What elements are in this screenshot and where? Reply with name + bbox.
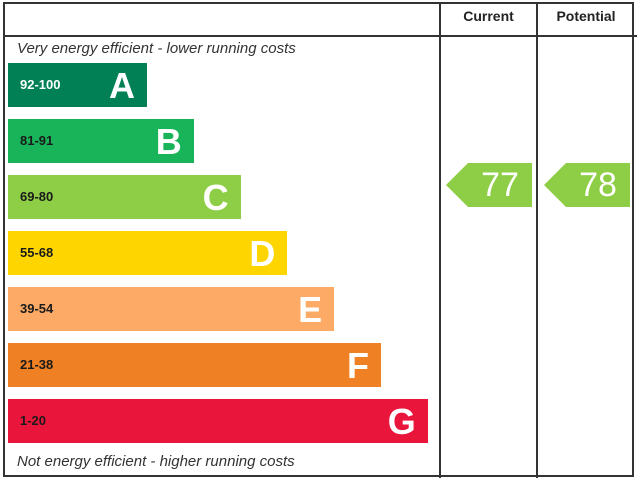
band-bar-e: 39-54 E: [8, 287, 335, 331]
bottom-note: Not energy efficient - higher running co…: [17, 453, 295, 470]
band-range-label: 81-91: [20, 133, 54, 148]
current-header: Current: [463, 8, 514, 24]
band-range-label: 21-38: [20, 357, 54, 372]
potential-header: Potential: [556, 8, 616, 24]
column-divider: [439, 2, 441, 478]
band-letter: D: [249, 233, 276, 274]
arrow-shape: [446, 163, 532, 207]
potential-rating-value: 78: [579, 166, 617, 204]
band-bar-g: 1-20 G: [8, 399, 428, 443]
band-letter: A: [109, 65, 135, 106]
band-range-label: 55-68: [20, 245, 54, 260]
band-letter: G: [387, 401, 416, 442]
header-divider: [3, 35, 637, 37]
current-rating-arrow: 77: [446, 163, 532, 207]
column-divider: [536, 2, 538, 478]
potential-rating-arrow: 78: [544, 163, 630, 207]
band-letter: C: [202, 177, 229, 218]
band-bar-d: 55-68 D: [8, 231, 288, 275]
band-range-label: 69-80: [20, 189, 54, 204]
band-letter: F: [347, 345, 369, 386]
arrow-shape: [544, 163, 630, 207]
band-range-label: 39-54: [20, 301, 54, 316]
band-range-label: 92-100: [20, 77, 61, 92]
band-bar-a: 92-100 A: [8, 63, 147, 107]
band-letter: B: [155, 121, 182, 162]
band-bar-b: 81-91 B: [8, 119, 194, 163]
current-rating-value: 77: [481, 166, 519, 204]
band-bar-f: 21-38 F: [8, 343, 381, 387]
chart-frame: [3, 2, 634, 477]
band-range-label: 1-20: [20, 413, 47, 428]
band-letter: E: [298, 289, 323, 330]
top-note: Very energy efficient - lower running co…: [17, 40, 296, 57]
band-bar-c: 69-80 C: [8, 175, 241, 219]
